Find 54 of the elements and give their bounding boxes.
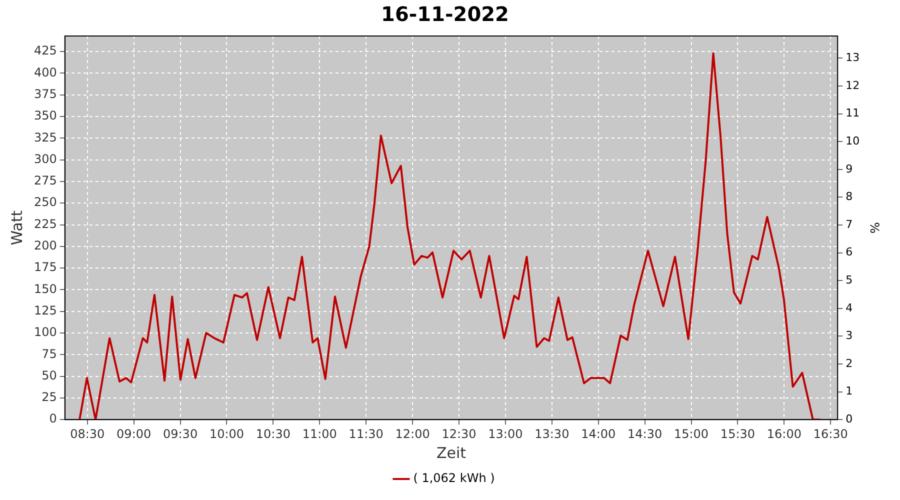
x-tick-label: 09:30 — [162, 426, 198, 441]
x-tick-label: 13:30 — [534, 426, 570, 441]
y-tick-label: 400 — [34, 65, 57, 80]
y-tick-label: 75 — [42, 346, 57, 361]
x-tick-label: 14:30 — [628, 426, 662, 441]
x-tick-label: 08:30 — [70, 426, 105, 441]
y2-tick-label: 3 — [846, 329, 853, 342]
y2-tick-label: 12 — [846, 78, 860, 92]
x-tick-label: 09:00 — [116, 426, 152, 441]
y-tick-label: 125 — [34, 303, 57, 318]
y-tick-label: 200 — [34, 238, 57, 253]
x-tick-label: 16:30 — [813, 426, 848, 441]
y-tick-label: 275 — [34, 174, 57, 188]
x-tick-label: 10:00 — [209, 426, 244, 441]
y2-tick-label: 0 — [846, 412, 853, 426]
chart-title: 16-11-2022 — [381, 2, 509, 26]
y-tick-label: 175 — [34, 260, 57, 274]
legend-label: ( 1,062 kWh ) — [413, 471, 495, 486]
y2-tick-label: 9 — [846, 162, 853, 176]
x-axis-title: Zeit — [436, 444, 466, 462]
y-tick-label: 225 — [34, 216, 57, 231]
x-tick-label: 16:00 — [766, 426, 802, 441]
x-tick-label: 15:30 — [720, 426, 756, 441]
y-tick-label: 150 — [34, 282, 57, 296]
y-tick-label: 25 — [42, 390, 57, 404]
x-tick-label: 12:30 — [442, 426, 476, 441]
y2-tick-label: 10 — [846, 134, 860, 148]
y-tick-label: 375 — [34, 87, 57, 102]
y2-tick-label: 11 — [846, 106, 860, 120]
x-tick-label: 11:00 — [302, 426, 337, 441]
y-axis-title: Watt — [8, 210, 26, 246]
y-tick-label: 250 — [34, 195, 57, 210]
x-tick-label: 10:30 — [256, 426, 290, 441]
y-tick-label: 300 — [34, 152, 57, 166]
x-tick-label: 15:00 — [674, 426, 709, 441]
y2-tick-label: 7 — [846, 218, 853, 231]
y2-tick-label: 13 — [846, 51, 860, 64]
y-tick-label: 350 — [34, 108, 57, 123]
y-tick-label: 50 — [42, 368, 57, 382]
y2-tick-label: 4 — [846, 301, 853, 314]
y2-tick-label: 6 — [846, 246, 853, 259]
x-tick-label: 14:00 — [581, 426, 616, 441]
y-tick-label: 100 — [34, 325, 57, 340]
y2-tick-label: 8 — [846, 190, 853, 204]
x-tick-label: 13:00 — [488, 426, 523, 441]
x-tick-label: 11:30 — [348, 426, 384, 441]
y-tick-label: 325 — [34, 130, 57, 144]
y2-tick-label: 1 — [846, 384, 853, 398]
y2-axis-title: % — [868, 222, 882, 234]
y2-tick-label: 2 — [846, 356, 853, 370]
x-tick-label: 12:00 — [395, 426, 430, 441]
y-tick-label: 0 — [49, 412, 57, 426]
y-tick-label: 425 — [34, 44, 57, 58]
y2-tick-label: 5 — [846, 273, 853, 286]
